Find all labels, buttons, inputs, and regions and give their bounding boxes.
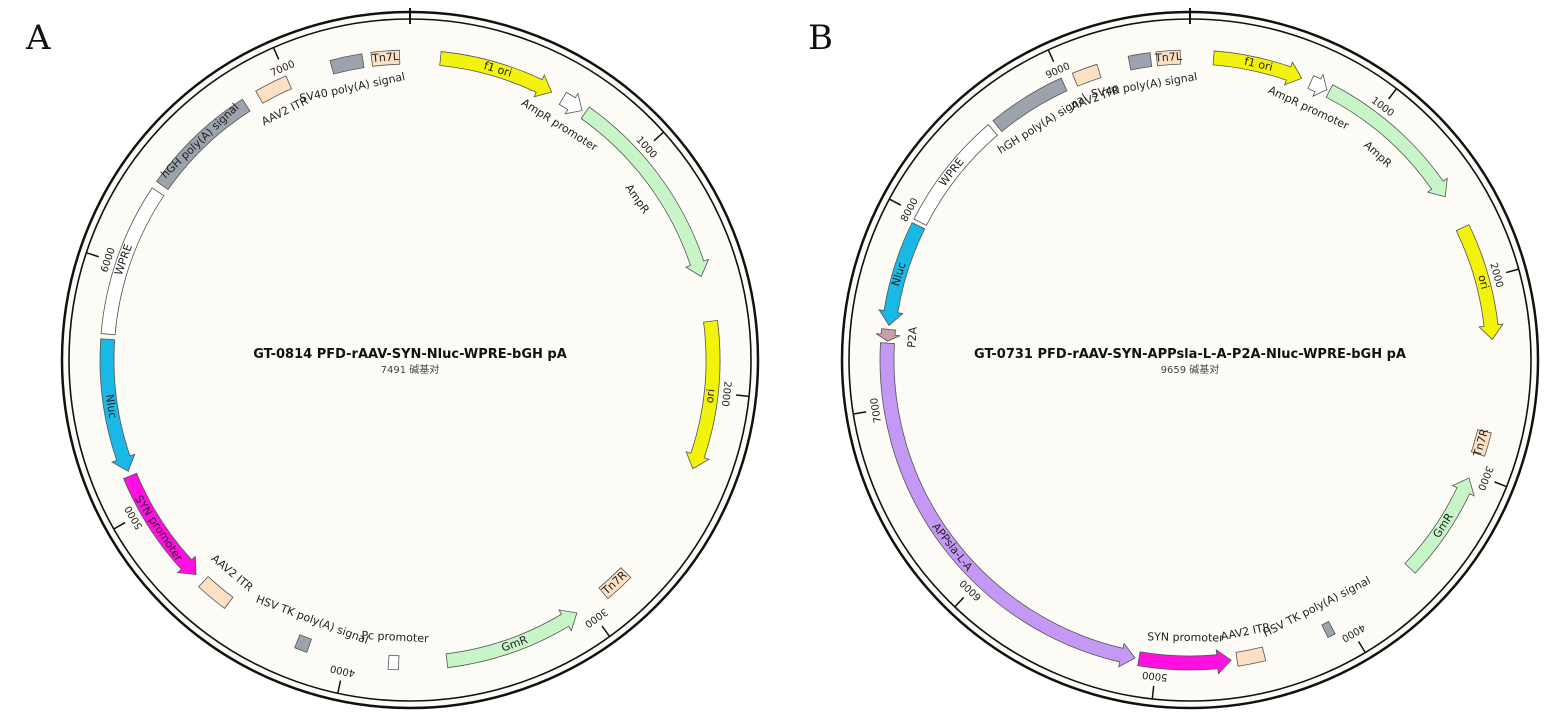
feature-label: Pc promoter: [361, 629, 429, 646]
tick-mark-7000: [853, 411, 867, 415]
feature-ori[interactable]: ori: [685, 319, 721, 470]
tick-mark-5000: [113, 521, 126, 530]
feature-label: Tn7L: [371, 50, 401, 65]
feature-shape: [1155, 49, 1181, 67]
feature-p2a[interactable]: P2A: [875, 326, 920, 349]
feature-ori[interactable]: ori: [1455, 224, 1504, 340]
tick-label-5000: 5000: [1142, 669, 1169, 683]
feature-shape: [1455, 224, 1504, 340]
tick-mark-1000: [653, 131, 665, 142]
tick-mark-6000: [86, 251, 99, 258]
feature-shape: [875, 328, 901, 342]
tick-label-7000: 7000: [869, 397, 884, 424]
feature-gmr[interactable]: GmR: [445, 609, 578, 669]
plasmid-title-b: GT-0731 PFD-rAAV-SYN-APPsla-L-A-P2A-Nluc…: [974, 347, 1406, 362]
feature-shape: [580, 106, 710, 278]
feature-f1-ori[interactable]: f1 ori: [1212, 50, 1303, 86]
tick-label-2000: 2000: [719, 381, 733, 407]
feature-f1-ori[interactable]: f1 ori: [439, 51, 553, 98]
tick-label-4000: 4000: [329, 662, 356, 678]
feature-shape: [1404, 477, 1475, 574]
feature-label: ori: [1475, 273, 1491, 290]
tick-mark-4000: [337, 680, 342, 694]
feature-shape: [1321, 620, 1336, 639]
tick-mark-7000: [272, 47, 280, 60]
panel-letter-b: B: [808, 18, 833, 58]
feature-shape: [1307, 73, 1328, 98]
tick-mark-3000: [1494, 481, 1507, 488]
tick-mark-3000: [601, 625, 611, 637]
feature-shape: [100, 187, 165, 336]
feature-shape: [878, 222, 926, 327]
feature-shape: [1071, 63, 1102, 87]
feature-shape: [370, 49, 401, 67]
feature-shape: [1325, 84, 1448, 198]
feature-shape: [123, 472, 197, 576]
feature-shape: [1470, 429, 1492, 457]
feature-shape: [1137, 648, 1232, 675]
feature-shape: [913, 124, 998, 226]
feature-label: P2A: [905, 326, 920, 349]
plasmid-size-b: 9659 碱基对: [1161, 363, 1220, 376]
feature-tn7l[interactable]: Tn7L: [1154, 49, 1184, 67]
feature-tn7r[interactable]: Tn7R: [1471, 427, 1492, 459]
tick-mark-8000: [889, 198, 902, 206]
feature-label: Nluc: [103, 393, 120, 419]
feature-shape: [156, 98, 251, 191]
feature-pc-promoter[interactable]: Pc promoter: [361, 629, 429, 671]
feature-nluc[interactable]: Nluc: [99, 338, 136, 472]
tick-mark-6000: [954, 596, 965, 608]
feature-shape: [879, 342, 1136, 668]
feature-shape: [294, 634, 312, 653]
feature-shape: [439, 51, 553, 98]
feature-shape: [387, 654, 400, 671]
feature-label: f1 ori: [1243, 55, 1274, 74]
feature-shape: [99, 338, 136, 472]
tick-mark-4000: [1357, 641, 1366, 653]
plasmid-title-a: GT-0814 PFD-rAAV-SYN-Nluc-WPRE-bGH pA: [253, 347, 567, 362]
feature-shape: [1212, 50, 1303, 86]
feature-shape: [598, 567, 632, 600]
panel-letter-a: A: [26, 18, 51, 58]
feature-shape: [1235, 646, 1267, 667]
feature-shape: [445, 609, 578, 669]
feature-label: ori: [703, 388, 718, 404]
feature-nluc[interactable]: Nluc: [878, 222, 926, 327]
feature-shape: [1127, 52, 1153, 71]
feature-shape: [992, 77, 1068, 133]
feature-shape: [255, 75, 293, 104]
feature-shape: [329, 53, 365, 75]
feature-shape: [685, 319, 721, 470]
feature-shape: [558, 91, 583, 115]
feature-shape: [198, 575, 234, 609]
feature-tn7l[interactable]: Tn7L: [370, 49, 401, 67]
tick-mark-9000: [1047, 49, 1055, 62]
tick-mark-1000: [1388, 88, 1398, 100]
feature-syn-promoter[interactable]: SYN promoter: [1137, 630, 1232, 675]
plasmid-size-a: 7491 碱基对: [381, 363, 440, 376]
tick-mark-5000: [1151, 685, 1155, 699]
feature-label: Tn7L: [1154, 50, 1184, 65]
feature-label: SYN promoter: [1147, 630, 1224, 644]
tick-mark-2000: [736, 394, 750, 398]
tick-mark-2000: [1505, 268, 1519, 274]
